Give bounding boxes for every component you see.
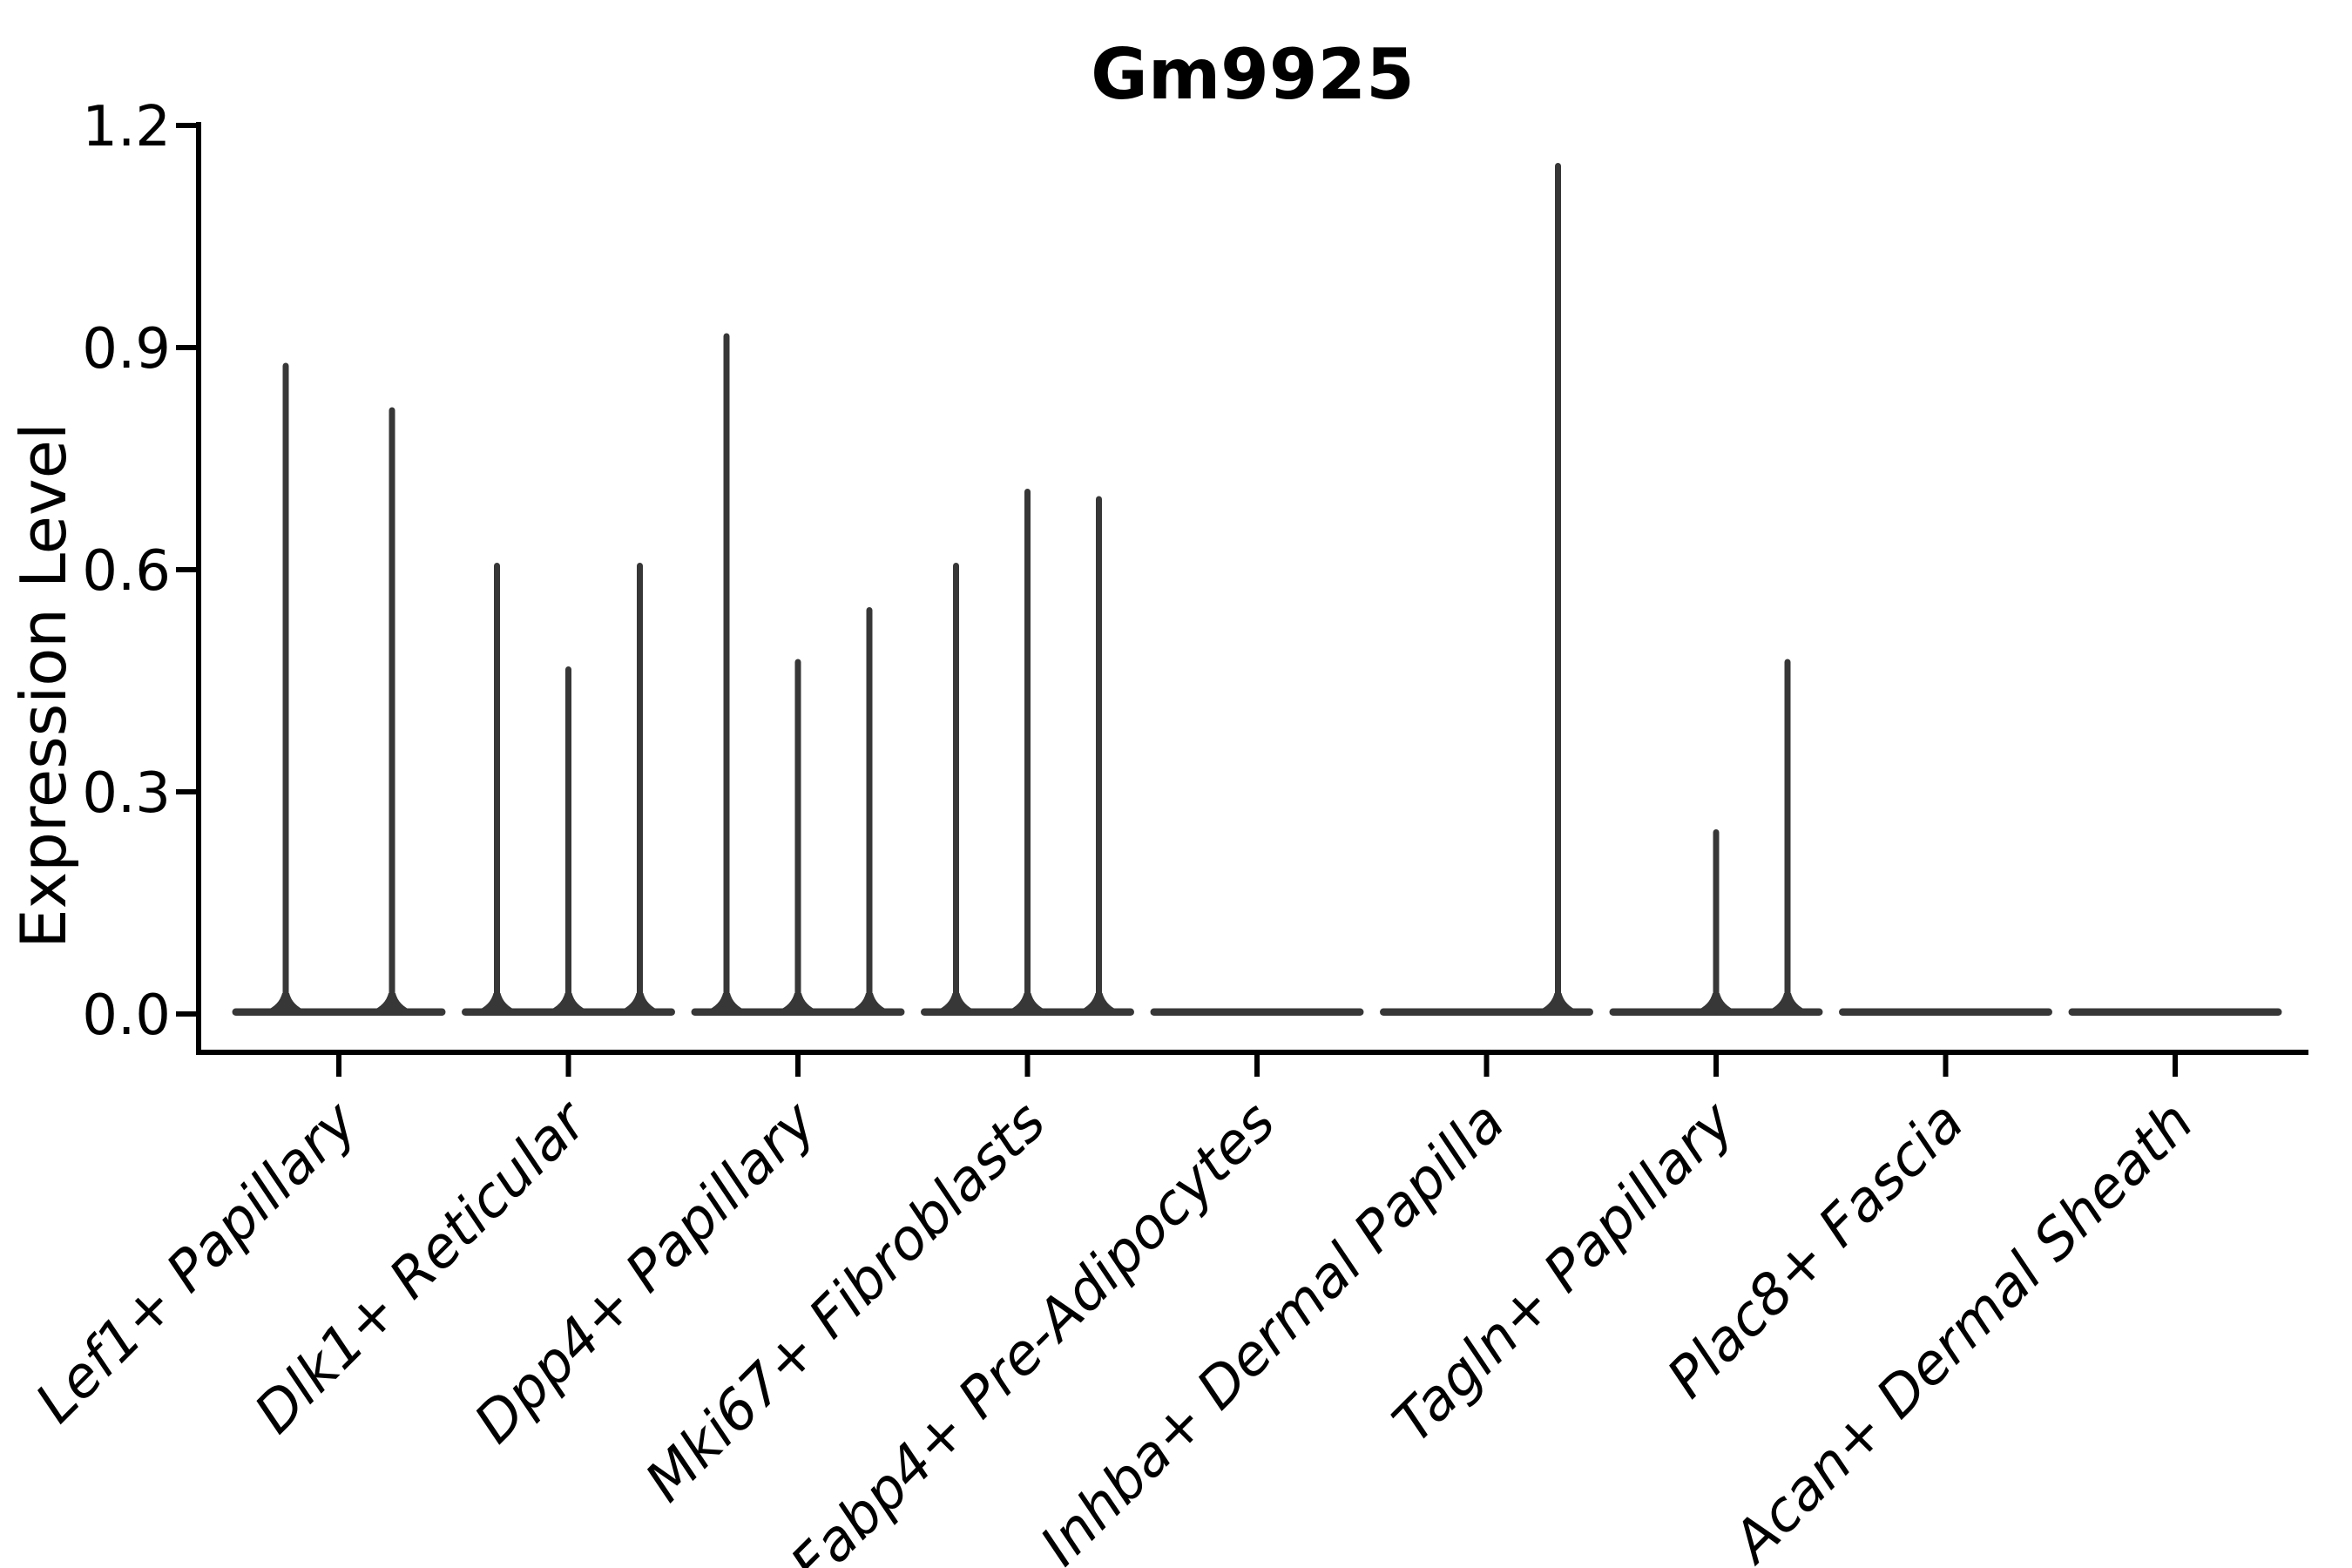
y-axis-title: Expression Level xyxy=(7,422,80,949)
chart-title: Gm9925 xyxy=(1091,34,1415,115)
violin-baseline xyxy=(2068,1008,2282,1016)
y-tick-label: 0.0 xyxy=(82,983,171,1048)
violin-baseline xyxy=(1839,1008,2052,1016)
violin-layer xyxy=(232,163,2282,1016)
y-tick-label: 1.2 xyxy=(82,95,171,159)
y-tick-label: 0.6 xyxy=(82,539,171,604)
x-tick-label: Mki67+ Fibroblasts xyxy=(633,1090,1058,1515)
x-tick-label: Acan+ Dermal Sheath xyxy=(1719,1090,2206,1568)
y-tick-label: 0.9 xyxy=(82,317,171,382)
x-tick-label: Inhba+ Dermal Papilla xyxy=(1029,1090,1517,1568)
violin-baseline xyxy=(1150,1008,1364,1016)
y-tick-label: 0.3 xyxy=(82,761,171,826)
